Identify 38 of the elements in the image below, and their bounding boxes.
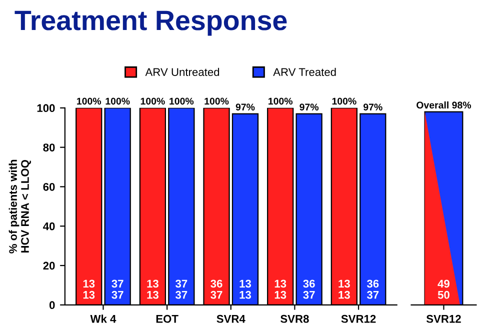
annotation: 13 13 xyxy=(147,280,158,299)
data-label: 100% xyxy=(77,98,102,105)
x-tick-label: SVR8 xyxy=(280,314,309,323)
data-label: 100% xyxy=(140,98,165,105)
data-label: 100% xyxy=(106,98,130,105)
x-tick-label: SVR12 xyxy=(341,314,376,323)
y-axis-title: % of patients with HCV RNA < LLOQ xyxy=(8,160,31,254)
data-label: Overall 98% xyxy=(416,101,472,109)
annotation: 13 13 xyxy=(338,280,350,299)
annotation: 13 13 xyxy=(83,280,95,299)
y-tick-label: 20 xyxy=(43,262,55,270)
data-label: 97% xyxy=(364,104,382,111)
y-tick-label: 100 xyxy=(37,104,55,112)
annotation: 36 37 xyxy=(366,280,379,299)
y-tick-label: 0 xyxy=(49,301,55,310)
data-label: 97% xyxy=(236,104,255,111)
annotation: 13 13 xyxy=(274,280,286,299)
data-label: 100% xyxy=(170,98,194,105)
legend-label: ARV Treated xyxy=(273,68,336,76)
x-tick-label: SVR12 xyxy=(426,314,461,323)
y-tick-label: 40 xyxy=(43,222,55,230)
annotation: 49 50 xyxy=(438,280,450,299)
data-label: 100% xyxy=(268,98,293,105)
x-tick-label: SVR4 xyxy=(216,314,246,323)
data-label: 97% xyxy=(300,104,319,111)
annotation: 36 37 xyxy=(210,280,222,299)
data-label: 100% xyxy=(204,98,229,105)
data-label: 100% xyxy=(332,98,356,105)
annotation: 36 37 xyxy=(303,280,315,299)
annotation: 37 37 xyxy=(175,280,188,299)
annotation: 13 13 xyxy=(240,280,252,299)
y-tick-label: 60 xyxy=(43,182,55,191)
x-tick-label: EOT xyxy=(156,314,178,323)
x-tick-label: Wk 4 xyxy=(90,314,116,323)
chart-title: Treatment Response xyxy=(14,10,287,36)
legend-label: ARV Untreated xyxy=(145,68,220,76)
y-tick-label: 80 xyxy=(43,144,55,152)
annotation: 37 37 xyxy=(112,280,124,299)
